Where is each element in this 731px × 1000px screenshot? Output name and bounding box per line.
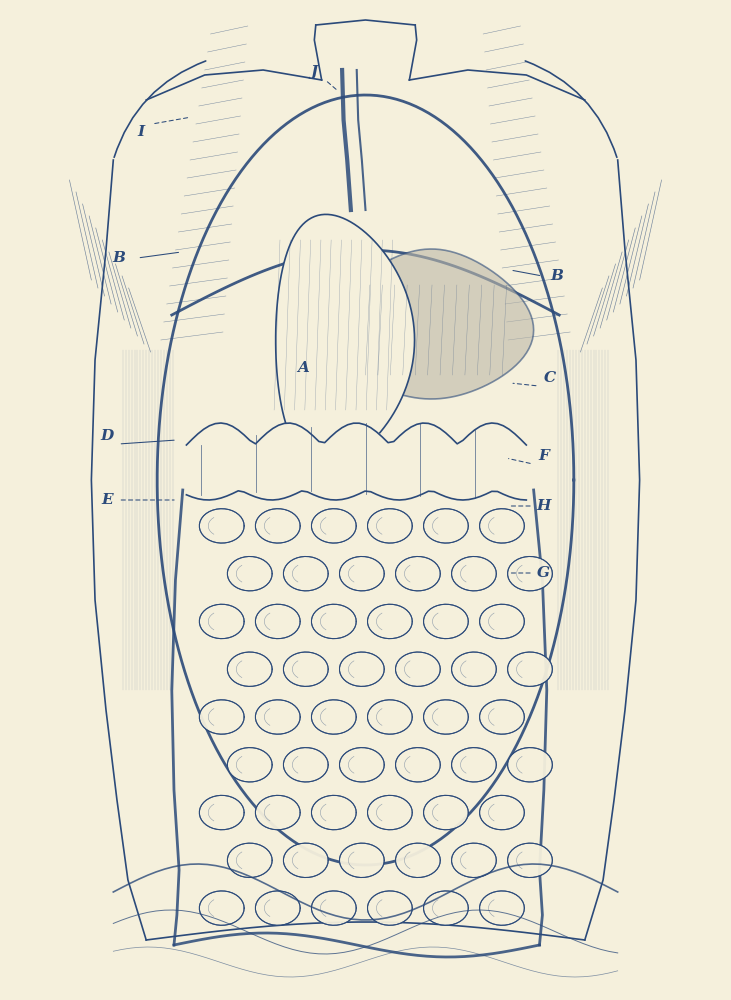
Polygon shape bbox=[255, 509, 300, 543]
Polygon shape bbox=[311, 509, 356, 543]
Text: F: F bbox=[539, 449, 549, 463]
Polygon shape bbox=[284, 556, 328, 591]
Text: D: D bbox=[101, 429, 114, 443]
Polygon shape bbox=[480, 509, 524, 543]
Polygon shape bbox=[311, 795, 356, 830]
Polygon shape bbox=[227, 556, 272, 591]
Polygon shape bbox=[507, 652, 553, 686]
Text: H: H bbox=[537, 499, 551, 513]
Polygon shape bbox=[507, 556, 553, 591]
Polygon shape bbox=[284, 748, 328, 782]
Polygon shape bbox=[368, 795, 412, 830]
Polygon shape bbox=[200, 700, 244, 734]
Polygon shape bbox=[395, 748, 440, 782]
Polygon shape bbox=[255, 604, 300, 639]
Polygon shape bbox=[227, 843, 272, 878]
Polygon shape bbox=[311, 700, 356, 734]
Polygon shape bbox=[339, 652, 385, 686]
Polygon shape bbox=[368, 509, 412, 543]
Polygon shape bbox=[507, 748, 553, 782]
Polygon shape bbox=[284, 652, 328, 686]
Polygon shape bbox=[452, 556, 496, 591]
Polygon shape bbox=[200, 604, 244, 639]
Text: E: E bbox=[102, 493, 113, 507]
Polygon shape bbox=[339, 556, 385, 591]
Polygon shape bbox=[200, 509, 244, 543]
Polygon shape bbox=[395, 556, 440, 591]
Text: G: G bbox=[537, 566, 550, 580]
Polygon shape bbox=[311, 891, 356, 925]
Polygon shape bbox=[423, 604, 469, 639]
Polygon shape bbox=[276, 214, 414, 466]
Polygon shape bbox=[368, 604, 412, 639]
Polygon shape bbox=[368, 700, 412, 734]
Polygon shape bbox=[255, 795, 300, 830]
Polygon shape bbox=[480, 891, 524, 925]
Polygon shape bbox=[423, 891, 469, 925]
Polygon shape bbox=[284, 843, 328, 878]
Text: C: C bbox=[544, 371, 556, 385]
Text: I: I bbox=[137, 125, 145, 139]
Polygon shape bbox=[227, 748, 272, 782]
Polygon shape bbox=[255, 700, 300, 734]
Polygon shape bbox=[480, 604, 524, 639]
Polygon shape bbox=[480, 795, 524, 830]
Polygon shape bbox=[452, 652, 496, 686]
Polygon shape bbox=[423, 509, 469, 543]
Text: A: A bbox=[298, 361, 309, 375]
Polygon shape bbox=[395, 843, 440, 878]
Polygon shape bbox=[329, 249, 534, 399]
Text: J: J bbox=[311, 65, 318, 79]
Polygon shape bbox=[452, 748, 496, 782]
Polygon shape bbox=[255, 891, 300, 925]
Polygon shape bbox=[480, 700, 524, 734]
Polygon shape bbox=[395, 652, 440, 686]
Text: B: B bbox=[113, 251, 126, 265]
Text: B: B bbox=[550, 269, 564, 283]
Polygon shape bbox=[200, 891, 244, 925]
Polygon shape bbox=[339, 843, 385, 878]
Polygon shape bbox=[423, 700, 469, 734]
Polygon shape bbox=[507, 843, 553, 878]
Polygon shape bbox=[200, 795, 244, 830]
Polygon shape bbox=[227, 652, 272, 686]
Polygon shape bbox=[423, 795, 469, 830]
Polygon shape bbox=[368, 891, 412, 925]
Polygon shape bbox=[311, 604, 356, 639]
Polygon shape bbox=[339, 748, 385, 782]
Polygon shape bbox=[452, 843, 496, 878]
